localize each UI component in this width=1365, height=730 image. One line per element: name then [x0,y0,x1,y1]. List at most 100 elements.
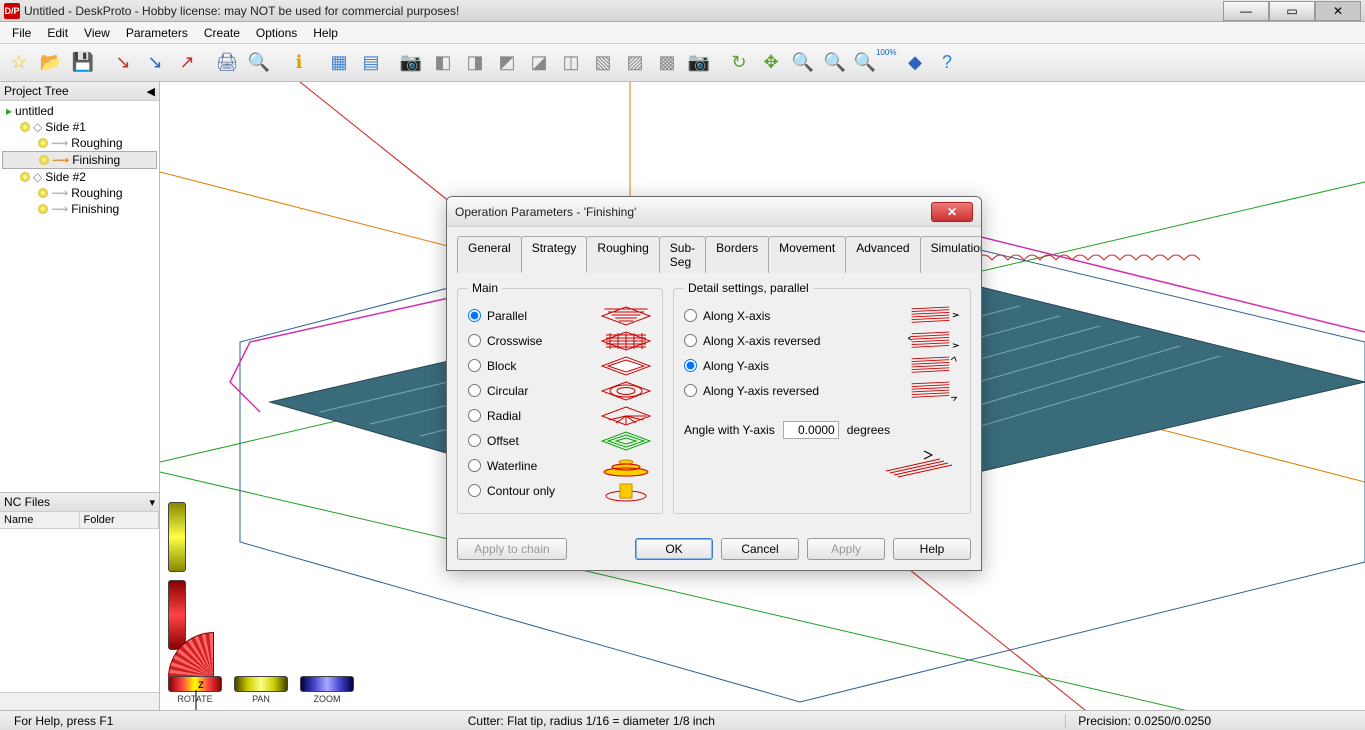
menu-help[interactable]: Help [305,24,346,42]
nc-col-name[interactable]: Name [0,512,80,528]
tab-advanced[interactable]: Advanced [845,236,920,273]
detail-option-1[interactable]: Along X-axis reversed [684,328,960,353]
menu-create[interactable]: Create [196,24,248,42]
main-option-radial[interactable]: Radial [468,403,652,428]
main-option-offset[interactable]: Offset [468,428,652,453]
cube-cam-button[interactable]: 📷 [684,48,714,78]
main-option-circular[interactable]: Circular [468,378,652,403]
main-radio-1[interactable] [468,334,481,347]
tree-op-0-1[interactable]: ⟿ Finishing [2,151,157,169]
tree-root[interactable]: ▸ untitled [2,103,157,119]
cube1-button[interactable]: ◧ [428,48,458,78]
import-blue-button[interactable]: ↘ [140,48,170,78]
tab-general[interactable]: General [457,236,522,273]
cube7-button[interactable]: ▨ [620,48,650,78]
pan-nav[interactable]: PAN [234,676,288,704]
open-folder-button[interactable]: 📂 [36,48,66,78]
camera-button[interactable]: 📷 [396,48,426,78]
main-option-crosswise[interactable]: Crosswise [468,328,652,353]
angle-input[interactable] [783,421,839,439]
menu-edit[interactable]: Edit [39,24,76,42]
main-radio-2[interactable] [468,359,481,372]
main-radio-0[interactable] [468,309,481,322]
apply-to-chain-button[interactable]: Apply to chain [457,538,567,560]
book-button[interactable]: ◆ [900,48,930,78]
tab-simulation[interactable]: Simulation [920,236,982,273]
print-button[interactable]: 🖨 [212,48,242,78]
main-radio-6[interactable] [468,459,481,472]
tree-side-0[interactable]: ◇ Side #1 [2,119,157,135]
edit-grid-button[interactable]: ▤ [356,48,386,78]
cube4-button[interactable]: ◪ [524,48,554,78]
pan-button[interactable]: ✥ [756,48,786,78]
cube2-button[interactable]: ◨ [460,48,490,78]
main-radio-7[interactable] [468,484,481,497]
cancel-button[interactable]: Cancel [721,538,799,560]
collapse-icon[interactable]: ◀ [147,85,155,98]
star-button[interactable]: ☆ [4,48,34,78]
main-radio-3[interactable] [468,384,481,397]
nc-dropdown-icon[interactable]: ▾ [149,496,155,509]
zoom-nav[interactable]: ZOOM [300,676,354,704]
rotate-nav[interactable]: ROTATE [168,676,222,704]
detail-option-0[interactable]: Along X-axis [684,303,960,328]
project-tree: ▸ untitled ◇ Side #1 ⟿ Roughing ⟿ Finish… [0,101,159,492]
detail-option-2[interactable]: Along Y-axis [684,353,960,378]
detail-option-3[interactable]: Along Y-axis reversed [684,378,960,403]
main-option-block[interactable]: Block [468,353,652,378]
cube5-button[interactable]: ◫ [556,48,586,78]
cube6-button[interactable]: ▧ [588,48,618,78]
zoom-100-button[interactable]: 🔍100% [860,48,890,78]
menu-file[interactable]: File [4,24,39,42]
print-preview-button[interactable]: 🔍 [244,48,274,78]
menu-parameters[interactable]: Parameters [118,24,196,42]
import-red-button[interactable]: ↘ [108,48,138,78]
close-button[interactable]: ✕ [1315,1,1361,21]
main-radio-4[interactable] [468,409,481,422]
dialog-titlebar[interactable]: Operation Parameters - 'Finishing' ✕ [447,197,981,227]
tree-op-0-0[interactable]: ⟿ Roughing [2,135,157,151]
menu-options[interactable]: Options [248,24,305,42]
tab-borders[interactable]: Borders [705,236,769,273]
tab-sub-seg[interactable]: Sub-Seg [659,236,706,273]
nc-files-list[interactable] [0,529,159,692]
maximize-button[interactable]: ▭ [1269,1,1315,21]
angle-unit: degrees [847,423,890,437]
help-button[interactable]: Help [893,538,971,560]
grid-button[interactable]: ▦ [324,48,354,78]
tree-op-1-1[interactable]: ⟿ Finishing [2,201,157,217]
save-button[interactable]: 💾 [68,48,98,78]
dialog-close-button[interactable]: ✕ [931,202,973,222]
tab-roughing[interactable]: Roughing [586,236,659,273]
export-button[interactable]: ↗ [172,48,202,78]
zoom-out-button[interactable]: 🔍 [820,48,850,78]
detail-radio-1[interactable] [684,334,697,347]
nc-col-folder[interactable]: Folder [80,512,160,528]
rotate-button[interactable]: ↻ [724,48,754,78]
detail-radio-3[interactable] [684,384,697,397]
info-button[interactable]: ℹ [284,48,314,78]
main-option-waterline[interactable]: Waterline [468,453,652,478]
main-radio-5[interactable] [468,434,481,447]
project-tree-header: Project Tree ◀ [0,82,159,101]
detail-radio-0[interactable] [684,309,697,322]
nc-columns: NameFolder [0,512,159,529]
tree-side-1[interactable]: ◇ Side #2 [2,169,157,185]
minimize-button[interactable]: — [1223,1,1269,21]
tab-strategy[interactable]: Strategy [521,236,588,273]
main-option-contour-only[interactable]: Contour only [468,478,652,503]
help-button[interactable]: ? [932,48,962,78]
nc-files-header: NC Files ▾ [0,493,159,512]
cube8-button[interactable]: ▩ [652,48,682,78]
zoom-in-button[interactable]: 🔍 [788,48,818,78]
main-option-parallel[interactable]: Parallel [468,303,652,328]
apply-button[interactable]: Apply [807,538,885,560]
tree-op-1-0[interactable]: ⟿ Roughing [2,185,157,201]
ok-button[interactable]: OK [635,538,713,560]
menu-view[interactable]: View [76,24,118,42]
detail-radio-2[interactable] [684,359,697,372]
left-scrollbar[interactable] [0,692,159,710]
viewport-widgets: x y z ROTATE PAN ZOOM [168,676,354,704]
tab-movement[interactable]: Movement [768,236,846,273]
cube3-button[interactable]: ◩ [492,48,522,78]
